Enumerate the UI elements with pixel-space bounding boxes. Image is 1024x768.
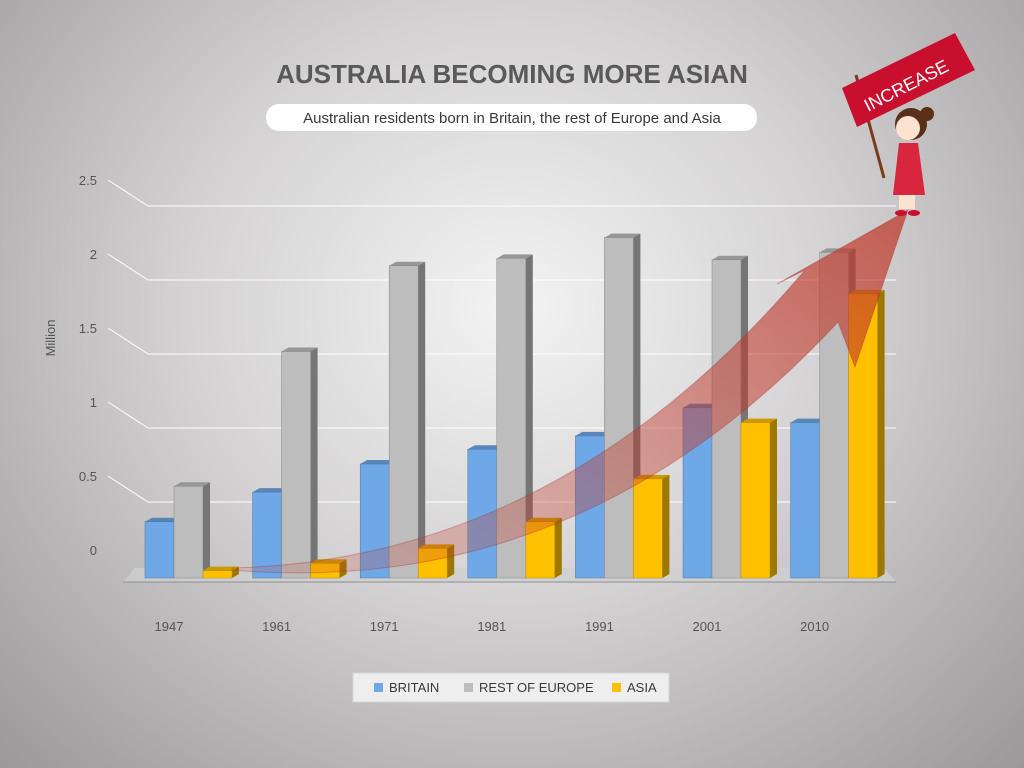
x-tick-label: 1947	[155, 619, 184, 634]
bar-top	[604, 233, 641, 238]
chart-subtitle: Australian residents born in Britain, th…	[303, 110, 721, 127]
bar-front	[252, 491, 282, 579]
chart-title: AUSTRALIA BECOMING MORE ASIAN	[276, 59, 748, 89]
legend-label: ASIA	[627, 680, 657, 695]
gridline-perspective	[107, 475, 149, 503]
y-tick-label: 0	[90, 543, 97, 558]
girl-bun	[920, 107, 934, 121]
y-tick-label: 0.5	[79, 469, 97, 484]
flag-girl-illustration: INCREASE	[842, 33, 975, 216]
bar-front	[202, 570, 233, 579]
bar-rest-of-europe-1947	[173, 482, 210, 579]
bar-top	[389, 261, 426, 266]
bar-asia-1991	[633, 474, 670, 579]
subtitle-pill	[266, 104, 757, 131]
legend-swatch	[374, 683, 383, 692]
bar-front	[633, 478, 663, 579]
girl-dress	[893, 143, 925, 195]
y-tick-label: 2.5	[79, 173, 97, 188]
legend-label: BRITAIN	[389, 680, 439, 695]
bar-top	[741, 418, 777, 423]
x-tick-label: 1991	[585, 619, 614, 634]
girl-shoe-left	[895, 210, 907, 216]
bar-rest-of-europe-1961	[281, 347, 318, 579]
bar-front	[790, 422, 820, 579]
girl-face	[896, 116, 920, 140]
bar-side	[770, 418, 777, 578]
bar-top	[575, 431, 612, 436]
bar-front	[173, 485, 204, 579]
y-tick-label: 1.5	[79, 321, 97, 336]
y-tick-label: 1	[90, 395, 97, 410]
x-tick-label: 2010	[800, 619, 829, 634]
bar-top	[281, 347, 318, 352]
bar-top	[712, 255, 748, 260]
x-tick-label: 2001	[693, 619, 722, 634]
bar-top	[467, 445, 504, 450]
y-tick-label: 2	[90, 247, 97, 262]
y-axis-label: Million	[43, 320, 58, 357]
girl-legs	[899, 195, 915, 209]
girl-shoe-right	[908, 210, 920, 216]
bar-front	[388, 265, 419, 579]
legend-swatch	[464, 683, 473, 692]
legend: BRITAIN REST OF EUROPE ASIA	[352, 672, 670, 703]
bar-asia-1947	[202, 566, 239, 579]
legend-swatch	[612, 683, 621, 692]
bar-side	[554, 517, 562, 578]
bar-front	[281, 351, 311, 579]
bar-top	[252, 488, 289, 493]
bar-side	[310, 347, 318, 578]
bar-top	[203, 566, 239, 571]
bar-side	[203, 482, 210, 578]
bar-side	[418, 261, 426, 578]
legend-label: REST OF EUROPE	[479, 680, 594, 695]
bar-rest-of-europe-1971	[388, 261, 426, 579]
x-tick-label: 1981	[477, 619, 506, 634]
bar-front	[144, 521, 175, 579]
bar-side	[877, 289, 885, 578]
bar-front	[604, 237, 634, 579]
bar-top	[790, 418, 827, 423]
flag-banner	[842, 33, 975, 127]
bar-top	[360, 460, 397, 465]
x-tick-label: 1961	[262, 619, 291, 634]
gridline-perspective	[107, 179, 149, 207]
x-tick-label: 1971	[370, 619, 399, 634]
bar-top	[145, 517, 181, 522]
bar-side	[662, 474, 670, 578]
bar-asia-2001	[740, 418, 777, 579]
bar-top	[174, 482, 210, 487]
gridline-perspective	[107, 327, 149, 355]
gridline-perspective	[107, 253, 149, 281]
increase-arrow	[231, 208, 909, 574]
bar-top	[496, 254, 533, 259]
gridline-perspective	[107, 401, 149, 429]
bar-front	[740, 422, 771, 579]
